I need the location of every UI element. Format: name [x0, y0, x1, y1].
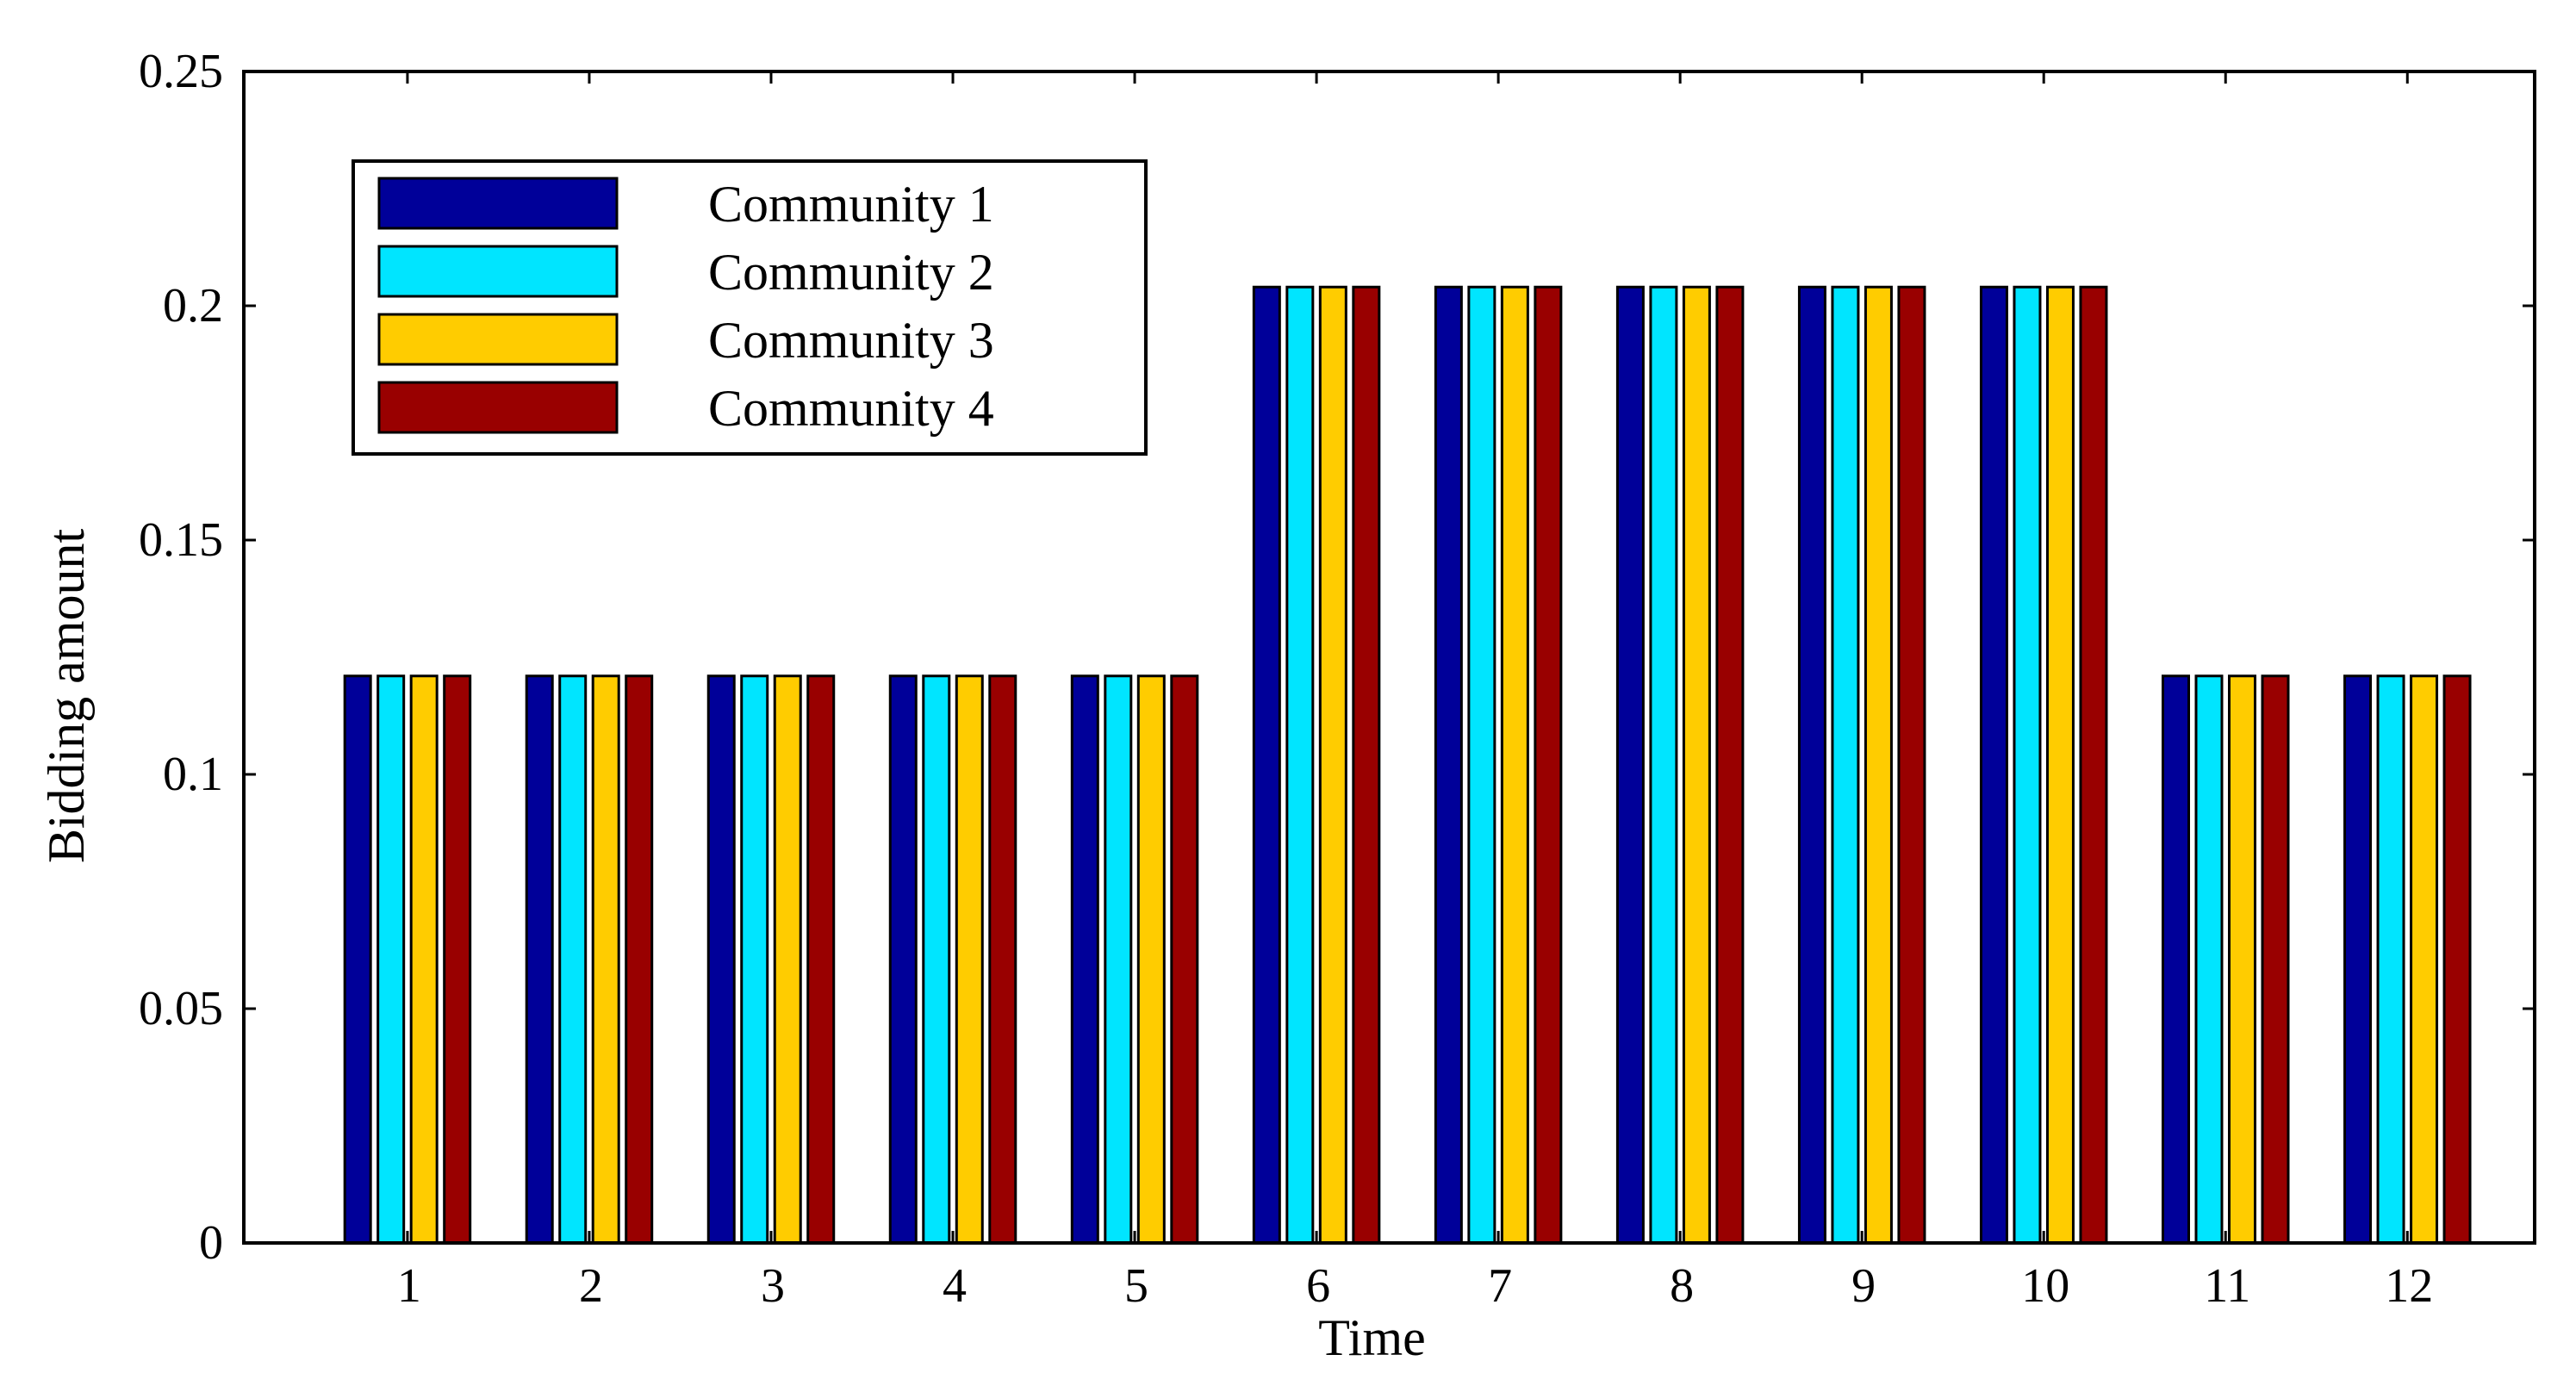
bar-series2-t4: [922, 674, 951, 1245]
x-tick-label: 2: [579, 1259, 603, 1313]
bar-series2-t3: [740, 674, 769, 1245]
bar-series4-t3: [806, 674, 836, 1245]
x-tick-labels: 1 2 3 4 5 6 7 8 9 10 11 12: [397, 1259, 2433, 1313]
bar-series4-t5: [1170, 674, 1199, 1245]
bar-series3-t9: [1864, 285, 1893, 1245]
plot-frame: [242, 70, 2536, 1245]
bar-series1-t8: [1615, 285, 1645, 1245]
bar-series4-t8: [1715, 285, 1745, 1245]
bar-series2-t5: [1104, 674, 1133, 1245]
legend-label-series3: Community 3: [708, 312, 994, 369]
x-tick-label: 7: [1488, 1259, 1512, 1313]
bar-series2-t6: [1285, 285, 1315, 1245]
bar-series3-t1: [409, 674, 439, 1245]
bar-series1-t4: [888, 674, 918, 1245]
bar-series2-t11: [2194, 674, 2224, 1245]
legend-swatch-series3: [377, 313, 619, 366]
y-tick-label: 0.05: [139, 982, 223, 1035]
x-axis-title: Time: [1318, 1309, 1426, 1366]
bar-series2-t7: [1467, 285, 1496, 1245]
y-tick-label: 0.2: [163, 279, 223, 332]
bar-series4-t4: [988, 674, 1017, 1245]
y-tick-label: 0.1: [163, 748, 223, 801]
legend-swatch-series4: [377, 381, 619, 434]
bar-series2-t10: [2013, 285, 2042, 1245]
legend-label-series4: Community 4: [708, 380, 994, 437]
bar-series3-t10: [2045, 285, 2075, 1245]
y-axis-title: Bidding amount: [38, 529, 95, 864]
bar-series2-t12: [2376, 674, 2405, 1245]
x-tick-label: 5: [1124, 1259, 1148, 1313]
bar-series1-t5: [1070, 674, 1099, 1245]
bar-series1-t7: [1434, 285, 1463, 1245]
legend-swatch-series2: [377, 245, 619, 298]
bar-series2-t9: [1831, 285, 1860, 1245]
bar-series1-t6: [1252, 285, 1281, 1245]
y-tick-label: 0: [199, 1216, 223, 1270]
x-tick-label: 9: [1851, 1259, 1876, 1313]
bar-series4-t12: [2442, 674, 2472, 1245]
legend-label-series1: Community 1: [708, 176, 994, 233]
bar-series3-t12: [2410, 674, 2439, 1245]
x-tick-label: 12: [2385, 1259, 2433, 1313]
legend-label-series2: Community 2: [708, 244, 994, 301]
bar-series2-t1: [376, 674, 406, 1245]
bar-series1-t3: [706, 674, 736, 1245]
bar-series1-t2: [525, 674, 554, 1245]
x-tick-label: 6: [1306, 1259, 1330, 1313]
bar-series1-t1: [343, 674, 372, 1245]
bar-series4-t10: [2079, 285, 2108, 1245]
bar-series3-t3: [773, 674, 802, 1245]
bar-series3-t4: [955, 674, 984, 1245]
bar-series4-t1: [443, 674, 472, 1245]
bar-series4-t7: [1534, 285, 1563, 1245]
legend: Community 1 Community 2 Community 3 Communi…: [352, 159, 1148, 456]
bar-series3-t7: [1500, 285, 1529, 1245]
bar-series4-t2: [625, 674, 654, 1245]
x-tick-label: 11: [2204, 1259, 2250, 1313]
x-tick-label: 1: [397, 1259, 421, 1313]
bar-series1-t10: [1979, 285, 2008, 1245]
x-tick-label: 10: [2021, 1259, 2069, 1313]
bars-layer: [343, 285, 2472, 1245]
bar-series4-t9: [1897, 285, 1926, 1245]
bar-series4-t11: [2261, 674, 2290, 1245]
bar-series3-t2: [591, 674, 620, 1245]
bar-series1-t12: [2343, 674, 2373, 1245]
bar-series1-t9: [1797, 285, 1826, 1245]
bar-series3-t5: [1136, 674, 1166, 1245]
x-tick-label: 8: [1670, 1259, 1694, 1313]
bar-series3-t6: [1318, 285, 1347, 1245]
ticks-layer: [244, 70, 2535, 1245]
x-tick-label: 3: [761, 1259, 785, 1313]
x-tick-label: 4: [943, 1259, 967, 1313]
bar-series4-t6: [1352, 285, 1381, 1245]
bar-series3-t11: [2227, 674, 2256, 1245]
bar-series2-t8: [1649, 285, 1678, 1245]
y-tick-labels: 0 0.05 0.1 0.15 0.2 0.25: [139, 45, 223, 1270]
legend-items: Community 1 Community 2 Community 3 Communi…: [377, 176, 994, 437]
y-tick-label: 0.15: [139, 513, 223, 567]
y-tick-label: 0.25: [139, 45, 223, 98]
bar-series2-t2: [558, 674, 588, 1245]
bar-series3-t8: [1682, 285, 1711, 1245]
bar-series1-t11: [2161, 674, 2190, 1245]
legend-swatch-series1: [377, 177, 619, 230]
